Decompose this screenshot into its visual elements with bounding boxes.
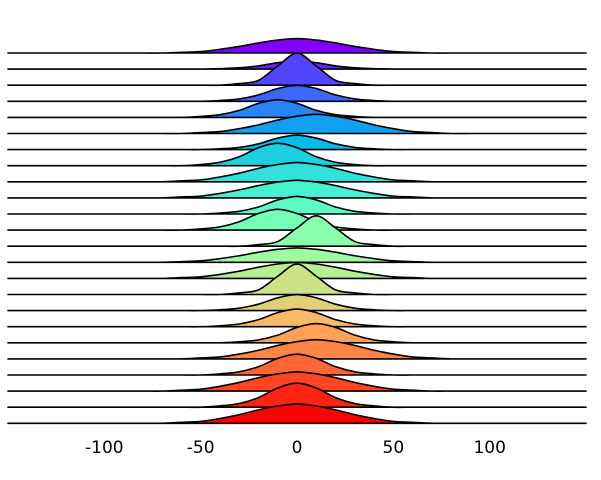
ridge	[7, 179, 587, 199]
x-tick-label: -100	[85, 438, 124, 458]
x-tick-label: 100	[473, 438, 505, 458]
x-tick-label: 0	[292, 438, 303, 458]
ridge	[7, 247, 587, 264]
ridge	[7, 382, 587, 409]
ridge	[7, 338, 587, 360]
ridge	[7, 353, 587, 376]
ridge	[7, 37, 587, 54]
ridge	[7, 142, 587, 167]
ridge	[7, 215, 587, 248]
ridge	[7, 308, 587, 328]
x-tick-label: 50	[383, 438, 405, 458]
ridge	[7, 161, 587, 183]
ridge	[7, 263, 587, 296]
ridge	[7, 134, 587, 151]
ridge	[7, 293, 587, 312]
x-tick-label: -50	[187, 438, 215, 458]
ridge	[7, 113, 587, 135]
ridge	[7, 52, 587, 87]
ridge	[7, 322, 587, 344]
ridge	[7, 208, 587, 231]
ridge	[7, 99, 587, 119]
ridge	[7, 371, 587, 392]
ridge	[7, 403, 587, 425]
ridge	[7, 195, 587, 215]
ridge	[7, 84, 587, 103]
